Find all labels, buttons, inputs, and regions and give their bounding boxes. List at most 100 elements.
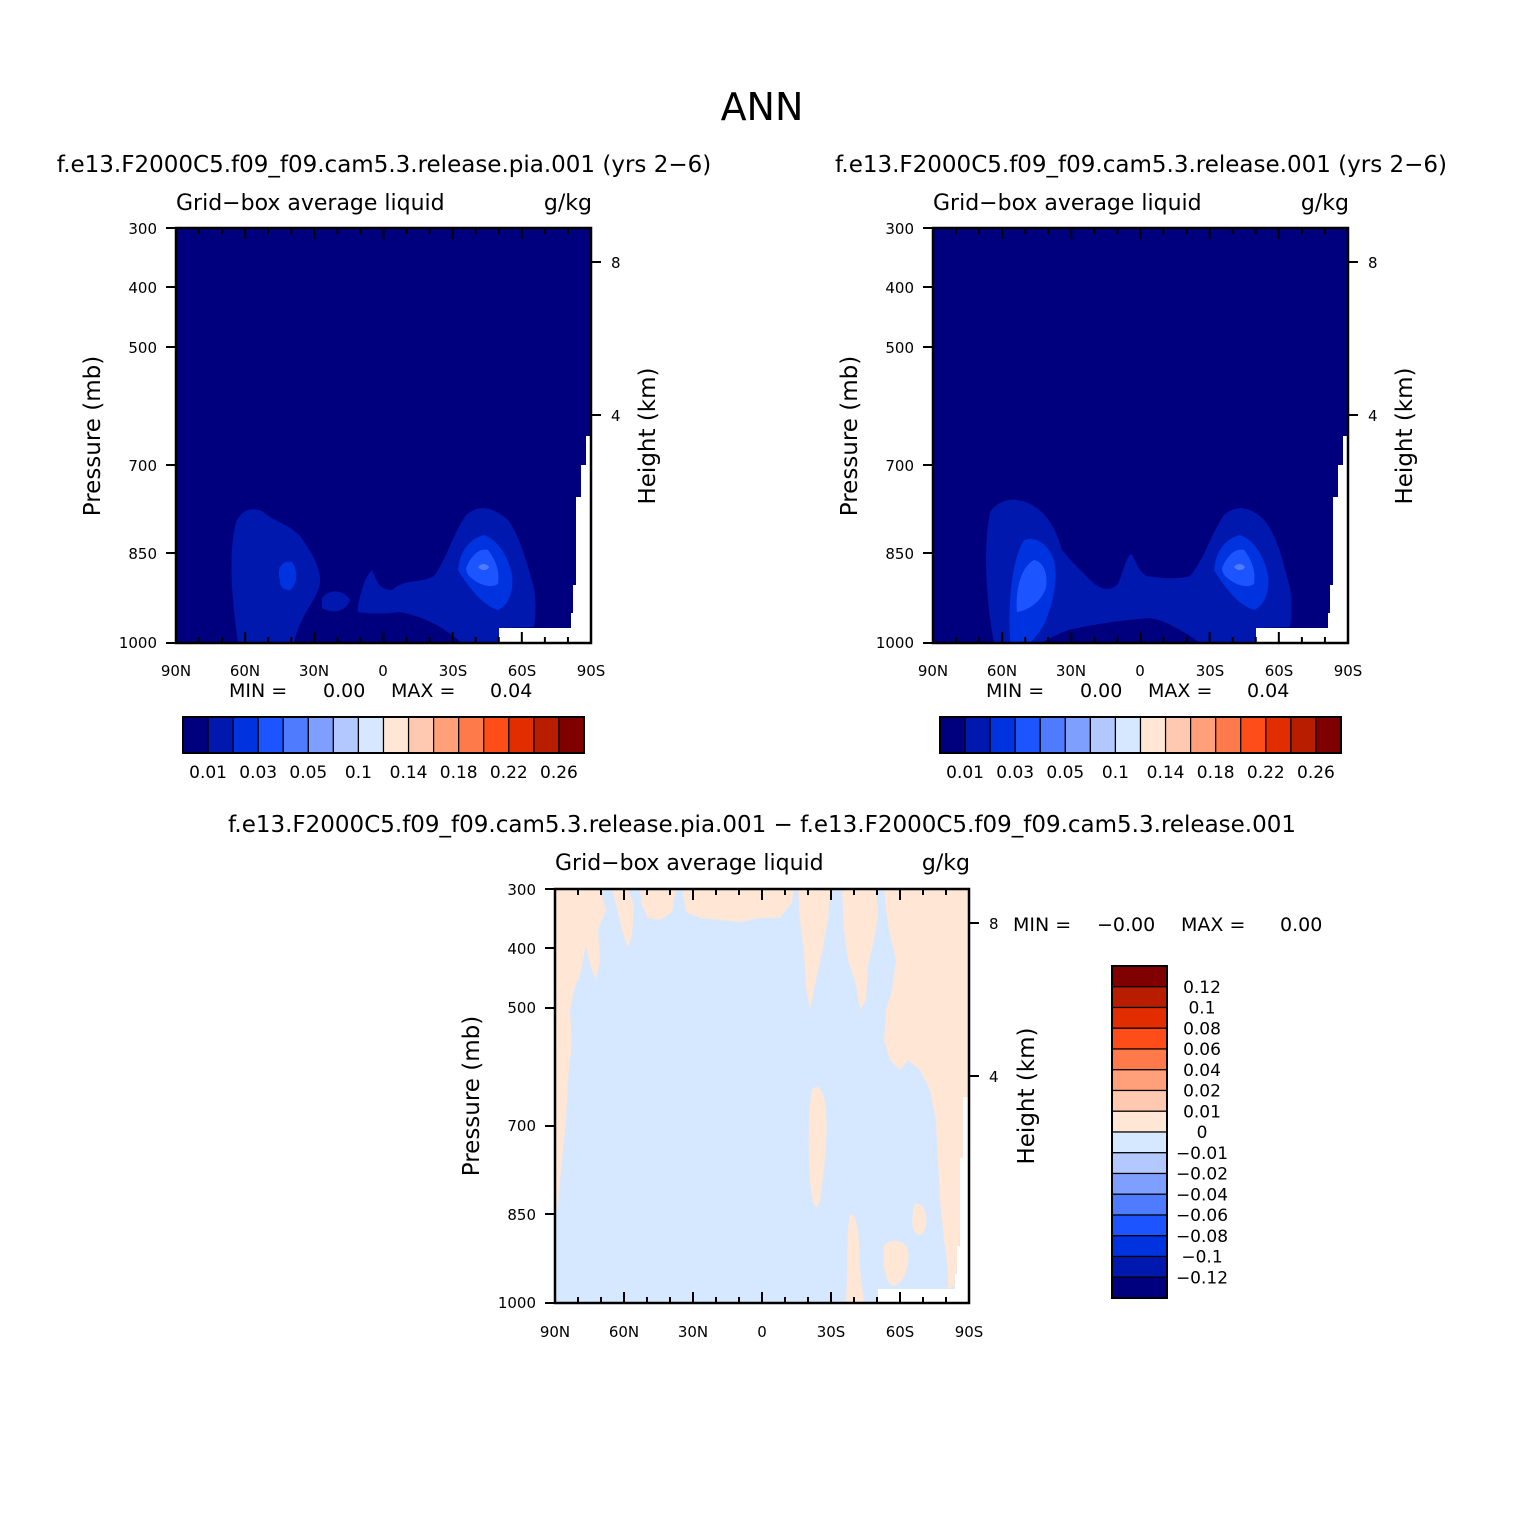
colorbar-label: 0.05 [1046, 763, 1084, 783]
colorbar-swatch [1111, 1110, 1168, 1133]
y-right-axis-label: Height (km) [1014, 1027, 1040, 1164]
terrain-mask [499, 436, 591, 643]
units-label: g/kg [922, 851, 970, 876]
y-tick-labels: 300 400 500 700 850 1000 [498, 881, 536, 1312]
colorbar-label: 0.01 [1183, 1102, 1221, 1122]
colorbar-label: 0.05 [289, 763, 327, 783]
colorbar-swatch [1111, 1048, 1168, 1071]
y-tick-label: 700 [507, 1117, 536, 1135]
y-right-tick-label: 8 [1368, 254, 1378, 272]
colorbar-swatch [1039, 716, 1066, 754]
y-tick-label: 300 [507, 881, 536, 899]
units-label: g/kg [544, 191, 592, 216]
colorbar-swatch [1111, 986, 1168, 1009]
y-right-tick-label: 4 [611, 407, 621, 425]
max-label: MAX = [391, 680, 455, 702]
min-label: MIN = [986, 680, 1044, 702]
x-tick-label: 30N [678, 1323, 708, 1341]
contour-level-4 [478, 564, 489, 570]
colorbar-swatch [1089, 716, 1117, 754]
y-tick-label: 400 [128, 279, 157, 297]
y-tick-label: 1000 [119, 634, 157, 652]
panel-title: f.e13.F2000C5.f09_f09.cam5.3.release.001… [835, 152, 1447, 178]
colorbar-swatch [989, 716, 1016, 754]
colorbar-swatch [1111, 1235, 1168, 1258]
x-tick-label: 60S [1265, 662, 1294, 680]
y-tick-label: 700 [128, 457, 157, 475]
x-tick-label: 0 [757, 1323, 767, 1341]
colorbar-swatch [964, 716, 991, 754]
colorbar-label: 0.06 [1183, 1040, 1221, 1060]
colorbar-label: −0.12 [1176, 1268, 1228, 1288]
panel-difference: f.e13.F2000C5.f09_f09.cam5.3.release.pia… [228, 812, 1322, 1341]
colorbar-swatch [1190, 716, 1217, 754]
colorbar-label: 0.22 [1247, 763, 1285, 783]
colorbar-label: 0.08 [1183, 1019, 1221, 1039]
colorbar-label: −0.1 [1181, 1248, 1222, 1268]
colorbar-swatch [1315, 716, 1342, 754]
colorbar-swatch [357, 716, 385, 754]
max-label: MAX = [1148, 680, 1212, 702]
colorbar-label: −0.02 [1176, 1165, 1228, 1185]
y-right-tick-label: 4 [1368, 407, 1378, 425]
colorbar: 0.120.10.080.060.040.020.010−0.01−0.02−0… [1111, 965, 1228, 1299]
panel-case: f.e13.F2000C5.f09_f09.cam5.3.release.pia… [57, 152, 711, 783]
colorbar-swatch [558, 716, 585, 754]
y-tick-label: 400 [507, 940, 536, 958]
colorbar-label: 0.1 [1102, 763, 1129, 783]
y-right-tick-label: 8 [611, 254, 621, 272]
x-tick-label: 30S [817, 1323, 846, 1341]
min-value: −0.00 [1097, 914, 1155, 936]
contour-field [933, 228, 1348, 643]
y-tick-label: 300 [128, 220, 157, 238]
colorbar-swatch [533, 716, 560, 754]
colorbar-swatch [1111, 1027, 1168, 1050]
colorbar-swatch [1265, 716, 1292, 754]
colorbar-swatch [483, 716, 510, 754]
contour-level-4 [1234, 564, 1245, 570]
field-label: Grid−box average liquid [933, 191, 1202, 216]
colorbar-swatch [1111, 1006, 1168, 1029]
colorbar-swatch [307, 716, 334, 754]
field-label: Grid−box average liquid [555, 851, 824, 876]
units-label: g/kg [1301, 191, 1349, 216]
y-tick-label: 300 [885, 220, 914, 238]
max-value: 0.04 [490, 680, 532, 702]
colorbar-swatch [282, 716, 309, 754]
colorbar-swatch [1064, 716, 1091, 754]
x-tick-label: 90N [918, 662, 948, 680]
y-right-axis-label: Height (km) [1392, 367, 1418, 504]
colorbar-swatch [1111, 1152, 1168, 1175]
colorbar-swatch [1215, 716, 1242, 754]
tick-marks [166, 227, 601, 644]
colorbar: 0.01 0.03 0.05 0.1 0.14 0.18 0.22 0.26 [182, 716, 585, 783]
field-label: Grid−box average liquid [176, 191, 445, 216]
tick-marks [923, 227, 1358, 644]
y-tick-label: 850 [128, 545, 157, 563]
colorbar-label: 0.26 [1297, 763, 1335, 783]
contour-level-1 [986, 499, 1292, 643]
colorbar-swatch [939, 716, 966, 754]
colorbar-swatch [1014, 716, 1041, 754]
x-tick-labels: 90N 60N 30N 0 30S 60S 90S [161, 662, 605, 680]
colorbar-swatch [433, 716, 460, 754]
colorbar-label: −0.08 [1176, 1227, 1228, 1247]
y-right-tick-label: 4 [989, 1068, 999, 1086]
colorbar-label: 0.18 [440, 763, 478, 783]
panel-title: f.e13.F2000C5.f09_f09.cam5.3.release.pia… [228, 812, 1296, 838]
x-tick-labels: 90N 60N 30N 0 30S 60S 90S [918, 662, 1362, 680]
panel-control: f.e13.F2000C5.f09_f09.cam5.3.release.001… [835, 152, 1447, 783]
y-tick-label: 500 [507, 999, 536, 1017]
x-tick-label: 90N [540, 1323, 570, 1341]
x-tick-label: 60N [230, 662, 260, 680]
colorbar-label: 0.26 [540, 763, 578, 783]
colorbar-label: 0 [1197, 1123, 1208, 1143]
y-tick-label: 500 [885, 339, 914, 357]
y-right-tick-labels: 8 4 [1368, 254, 1378, 425]
x-tick-label: 30S [439, 662, 468, 680]
colorbar-swatch [332, 716, 360, 754]
colorbar-swatch [1111, 1214, 1168, 1237]
colorbar-swatch [1164, 716, 1192, 754]
x-tick-label: 60S [886, 1323, 915, 1341]
colorbar-label: 0.02 [1183, 1082, 1221, 1102]
